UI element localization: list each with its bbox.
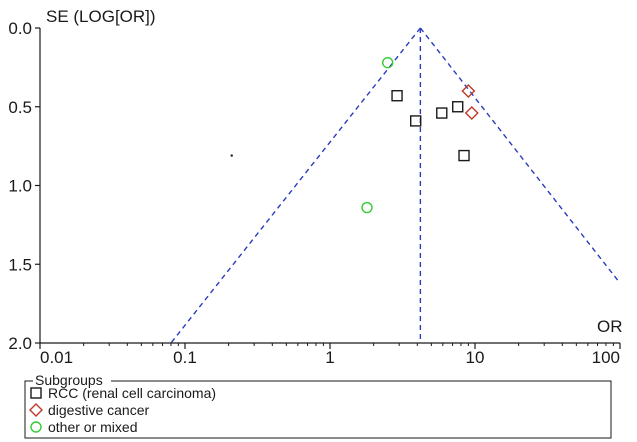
legend-box [24,380,612,439]
x-tick-label: 10 [466,348,485,367]
funnel-left-boundary [170,27,421,344]
y-axis-label: SE (LOG[OR]) [46,7,156,26]
diamond-data-point [461,84,476,98]
data-points [230,56,479,214]
x-tick-label: 1 [325,348,334,367]
legend-diamond-icon [29,403,43,417]
x-tick-label: 100 [592,348,620,367]
y-tick-label: 0.5 [8,98,32,117]
diamond-data-point [464,106,479,121]
legend: Subgroups RCC (renal cell carcinoma)dige… [24,372,612,439]
legend-entry-label: RCC (renal cell carcinoma) [48,385,216,401]
stray-dot [230,154,233,157]
x-axis-label: OR [597,317,623,336]
y-tick-label: 1.5 [8,255,32,274]
x-tick-label: 0.01 [40,348,73,367]
axes: 0.0 0.5 1.0 1.5 2.0 0.01 0.1 1 10 100 [8,19,621,367]
legend-square-icon [30,387,42,399]
legend-title-bg [33,372,111,388]
y-tick-label: 0.0 [8,19,32,38]
circle-data-point [361,201,373,214]
square-data-point [458,149,470,162]
x-tick-label: 0.1 [173,348,197,367]
square-data-point [436,107,448,119]
legend-entry-label: digestive cancer [48,402,150,418]
legend-circle-icon [30,421,42,433]
funnel-right-boundary [419,27,621,284]
y-tick-label: 2.0 [8,334,32,353]
square-data-point [452,101,464,113]
funnel-lines [170,27,621,344]
legend-title: Subgroups [35,372,103,388]
square-data-point [391,90,403,102]
y-tick-label: 1.0 [8,177,32,196]
legend-entry-label: other or mixed [48,419,137,435]
square-data-point [410,115,422,127]
circle-data-point [382,56,394,69]
